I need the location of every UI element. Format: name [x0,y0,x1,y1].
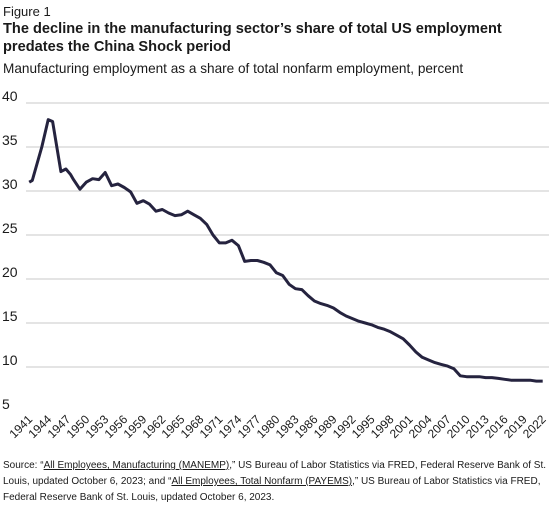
figure-label: Figure 1 [3,4,51,19]
source-link-manemp[interactable]: All Employees, Manufacturing (MANEMP) [43,460,230,471]
line-chart: 5 10 15 20 25 30 35 40 194119441947195019531956… [2,88,549,441]
source-link-payems[interactable]: All Employees, Total Nonfarm (PAYEMS) [171,476,353,487]
y-tick-label: 40 [2,88,18,104]
x-tick-label: 2022 [520,412,549,441]
source-prefix: Source: “ [3,460,44,471]
y-tick-label: 15 [2,308,18,324]
series-line [28,118,543,383]
x-axis-ticks: 1941194419471950195319561959196219651968… [7,412,549,441]
source-note: Source: “All Employees, Manufacturing (M… [3,458,555,506]
chart-title: The decline in the manufacturing sector’… [3,21,502,55]
y-tick-label: 35 [2,132,18,148]
y-tick-label: 20 [2,264,18,280]
gridlines [26,102,549,368]
source-suffix: ,” US Bureau of Labor Statistics via FRE… [3,476,541,503]
source-middle: ,” US Bureau of Labor Statistics via FRE… [3,460,546,487]
y-tick-label: 5 [2,396,10,412]
y-axis-ticks: 5 10 15 20 25 30 35 40 [2,88,18,412]
chart-subtitle: Manufacturing employment as a share of t… [3,61,464,76]
y-tick-label: 10 [2,352,18,368]
y-tick-label: 30 [2,176,18,192]
y-tick-label: 25 [2,220,18,236]
